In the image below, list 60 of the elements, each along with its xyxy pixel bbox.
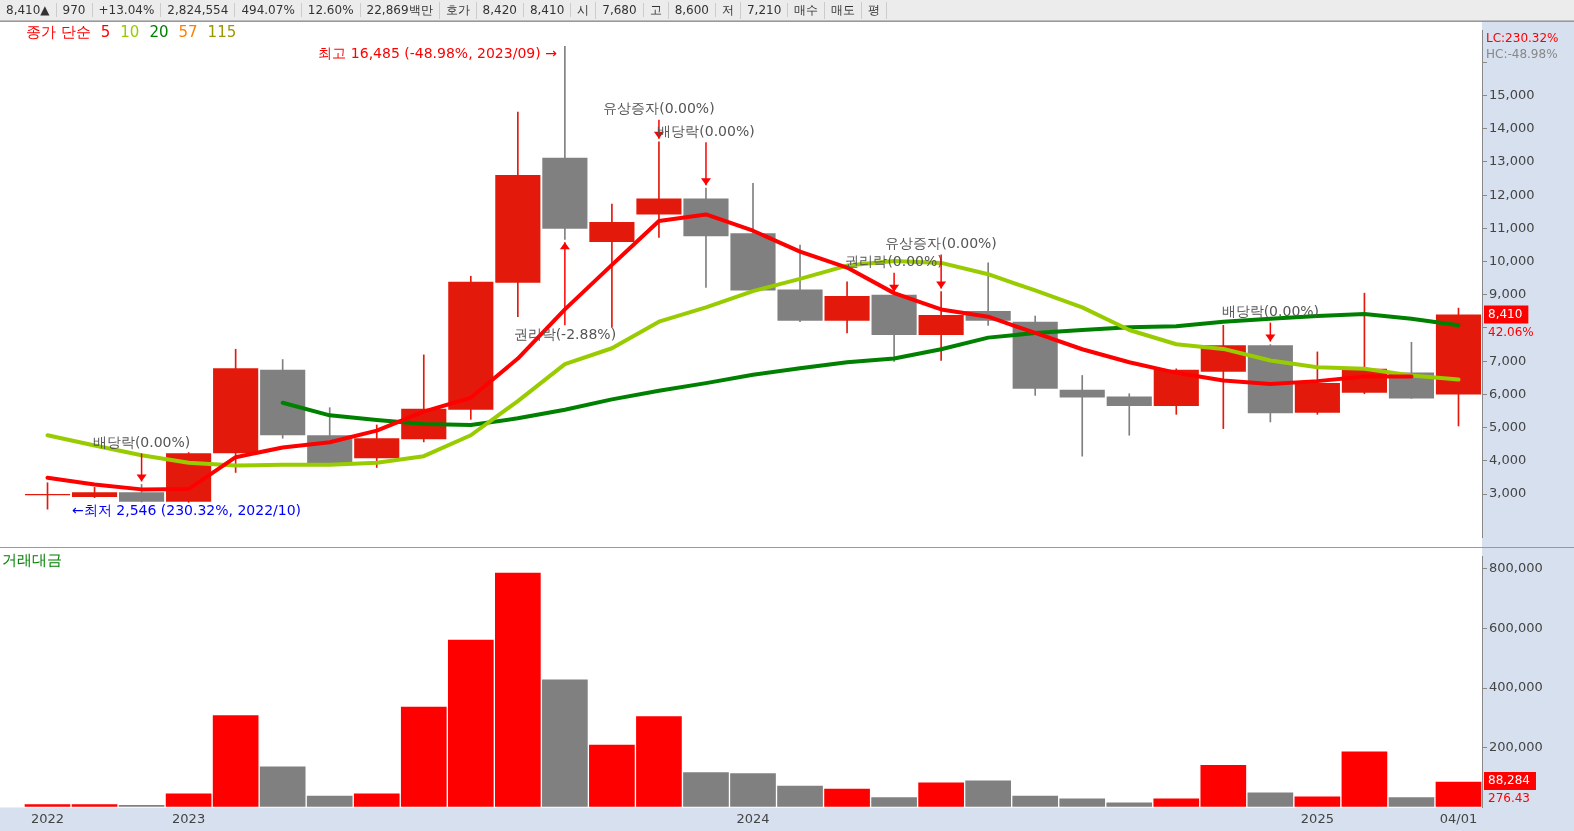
text: +13.04% bbox=[92, 3, 162, 17]
y-tick-label: 6,000 bbox=[1489, 385, 1527, 401]
y-tick-label: 7,000 bbox=[1489, 352, 1527, 368]
y-tick-label: 15,000 bbox=[1489, 86, 1535, 102]
text: LC:230.32% bbox=[1486, 30, 1559, 45]
y-tick-label: 200,000 bbox=[1489, 739, 1543, 755]
text: 970 bbox=[56, 3, 93, 17]
y-tick-label: 600,000 bbox=[1489, 619, 1543, 635]
legend-label: 57 bbox=[178, 23, 198, 42]
legend-label: 115 bbox=[207, 23, 237, 42]
y-tick-label: 13,000 bbox=[1489, 153, 1535, 169]
y-tick-label: 4,000 bbox=[1489, 452, 1527, 468]
text: 20 bbox=[149, 23, 169, 42]
y-tick-label: 12,000 bbox=[1489, 186, 1535, 202]
annotation: 배당락(0.00%) bbox=[1221, 303, 1320, 320]
text: 12.60% bbox=[301, 3, 361, 17]
text: 평 bbox=[862, 1, 888, 19]
y-tick-label: 5,000 bbox=[1489, 418, 1527, 434]
chart-title: 거래대금 bbox=[2, 551, 62, 570]
text: 8,420 bbox=[476, 3, 524, 17]
text: 88,284 bbox=[1488, 773, 1530, 788]
annotation: 권리락(0.00%) bbox=[845, 253, 943, 270]
x-tick-label: 04/01 bbox=[1439, 810, 1478, 826]
text: 276.43 bbox=[1488, 791, 1530, 806]
text: 호가 bbox=[439, 1, 477, 19]
text: 매도 bbox=[825, 1, 863, 19]
text: 매수 bbox=[788, 1, 826, 19]
text: 22,869백만 bbox=[360, 1, 440, 19]
y-tick-label: 10,000 bbox=[1489, 252, 1535, 268]
y-tick-label: 9,000 bbox=[1489, 286, 1527, 302]
y-tick-label: 14,000 bbox=[1489, 120, 1535, 136]
text: HC:-48.98% bbox=[1486, 46, 1558, 61]
x-tick-label: 2024 bbox=[736, 810, 770, 826]
text: 7,210 bbox=[740, 3, 789, 17]
text: 8,410▲ bbox=[0, 3, 57, 17]
legend-title: 종가 단순 bbox=[26, 23, 91, 42]
y-tick-label: 3,000 bbox=[1489, 485, 1527, 501]
x-tick-label: 2025 bbox=[1300, 810, 1334, 826]
text: 고 bbox=[643, 1, 669, 19]
text: 저 bbox=[715, 1, 741, 19]
text: 8,410 bbox=[523, 3, 572, 17]
text: 10 bbox=[120, 23, 140, 42]
annotation: ←최저 2,546 (230.32%, 2022/10) bbox=[72, 501, 302, 518]
text: 5 bbox=[100, 23, 111, 42]
annotation: 유상증자(0.00%) bbox=[885, 235, 997, 252]
text: 2,824,554 bbox=[161, 3, 236, 17]
text: 8,600 bbox=[668, 3, 716, 17]
text: 8,410 bbox=[1488, 306, 1523, 321]
annotation: 최고 16,485 (-48.98%, 2023/09) → bbox=[318, 44, 558, 61]
y-tick-label: 400,000 bbox=[1489, 679, 1543, 695]
text: 42.06% bbox=[1488, 324, 1534, 339]
x-tick-label: 2023 bbox=[172, 810, 206, 826]
x-tick-label: 2022 bbox=[30, 810, 65, 826]
annotation: 배당락(0.00%) bbox=[92, 434, 191, 451]
text: 494.07% bbox=[235, 3, 302, 17]
y-tick-label: 800,000 bbox=[1489, 560, 1543, 576]
annotation: 유상증자(0.00%) bbox=[603, 100, 715, 117]
y-tick-label: 11,000 bbox=[1489, 219, 1535, 235]
text: 시 bbox=[571, 1, 597, 19]
text: 7,680 bbox=[596, 3, 644, 17]
